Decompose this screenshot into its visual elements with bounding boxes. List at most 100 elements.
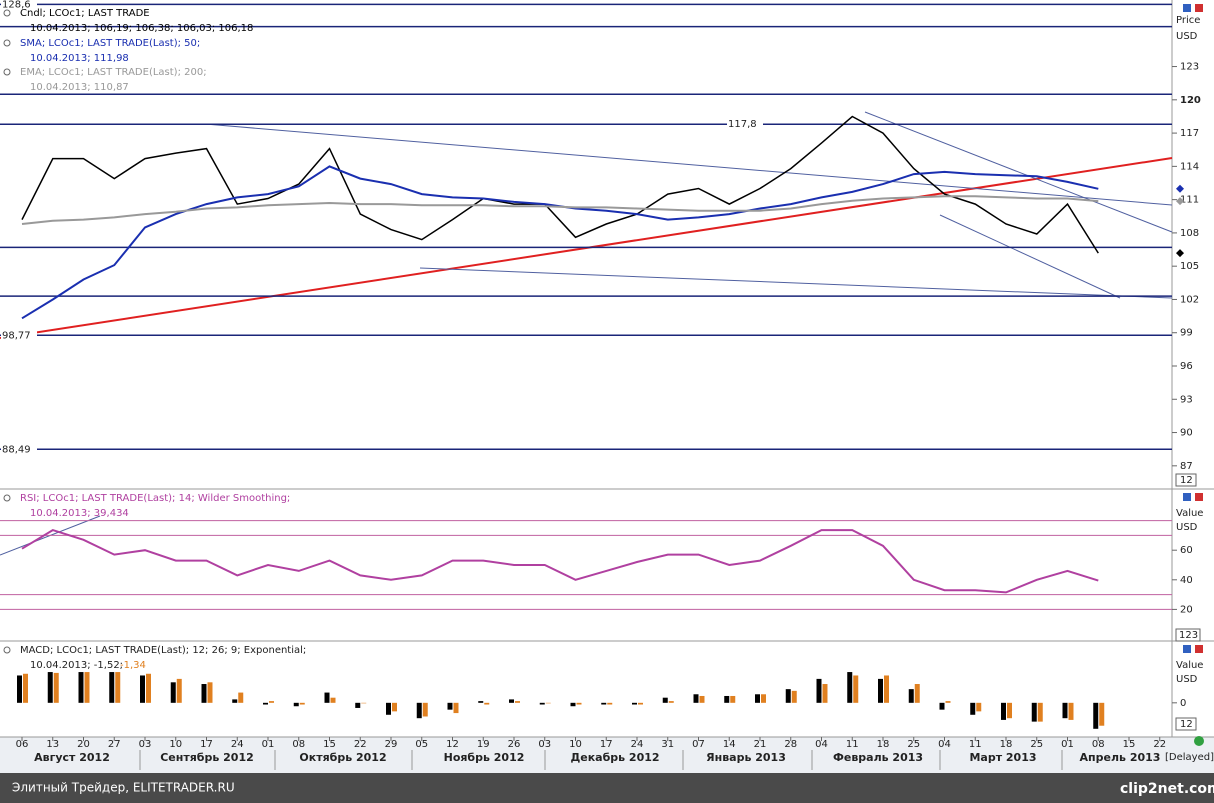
- axis-label: Value: [1176, 508, 1203, 519]
- y-tick-label: 40: [1180, 575, 1193, 586]
- bar: [791, 690, 797, 703]
- bar: [545, 702, 551, 704]
- bar: [53, 672, 59, 703]
- legend-name: RSI; LCOc1; LAST TRADE(Last); 14; Wilder…: [20, 493, 290, 504]
- bar: [416, 702, 422, 719]
- bar: [263, 702, 268, 705]
- x-tick-label: 17: [200, 739, 213, 750]
- x-tick-label: 25: [1030, 739, 1043, 750]
- trendline: [864, 111, 1173, 233]
- level-label-bg: [727, 118, 763, 130]
- bar: [515, 701, 520, 703]
- axis-unit: USD: [1176, 674, 1198, 685]
- x-tick-label: 03: [538, 739, 551, 750]
- month-label: Март 2013: [969, 751, 1036, 764]
- bar: [884, 675, 889, 703]
- x-tick-label: 19: [477, 739, 490, 750]
- bar: [84, 672, 90, 703]
- x-axis-band: [0, 737, 1214, 773]
- bar: [1062, 702, 1068, 719]
- bar: [115, 672, 121, 703]
- axis-box: [1175, 473, 1197, 487]
- x-tick-label: 08: [1092, 739, 1105, 750]
- bar: [238, 692, 244, 703]
- footer-bar: [0, 773, 1214, 803]
- panel-button[interactable]: [1195, 645, 1203, 653]
- bar: [822, 684, 828, 703]
- y-tick-label: 117: [1180, 128, 1199, 139]
- bar: [607, 702, 613, 705]
- axis-unit: USD: [1176, 31, 1198, 42]
- x-tick-label: 05: [415, 739, 428, 750]
- x-tick-label: 21: [754, 739, 767, 750]
- bar: [847, 672, 853, 703]
- y-tick-label: 105: [1180, 261, 1199, 272]
- axis-box-label: 12: [1180, 475, 1193, 486]
- x-tick-label: 11: [969, 739, 982, 750]
- level-label-bg: [1, 0, 37, 10]
- axis-box-label: 123: [1179, 630, 1198, 641]
- panel-button[interactable]: [1183, 645, 1191, 653]
- month-label: Сентябрь 2012: [160, 751, 254, 764]
- x-tick-label: 04: [938, 739, 951, 750]
- axis-box-label: 12: [1180, 719, 1193, 730]
- legend-name: MACD; LCOc1; LAST TRADE(Last); 12; 26; 9…: [20, 645, 306, 656]
- y-tick-label: 99: [1180, 328, 1193, 339]
- panel-button[interactable]: [1195, 493, 1203, 501]
- bar: [1099, 702, 1105, 726]
- x-tick-label: 28: [784, 739, 797, 750]
- bar: [140, 675, 145, 703]
- x-tick-label: 01: [262, 739, 275, 750]
- bar: [422, 702, 428, 717]
- bar: [176, 678, 182, 703]
- bar: [632, 702, 637, 705]
- x-tick-label: 08: [292, 739, 305, 750]
- bar: [638, 702, 643, 705]
- bar: [914, 684, 920, 703]
- bar: [146, 673, 151, 703]
- month-label: Август 2012: [34, 751, 110, 764]
- bar: [78, 672, 84, 703]
- y-tick-label: 108: [1180, 228, 1199, 239]
- bar: [447, 702, 453, 710]
- bar: [668, 701, 674, 703]
- x-tick-label: 01: [1061, 739, 1074, 750]
- bar: [693, 694, 699, 703]
- watermark: clip2net.com: [1120, 781, 1214, 797]
- y-tick-label: 120: [1180, 95, 1201, 106]
- x-tick-label: 13: [46, 739, 59, 750]
- bar: [662, 697, 668, 703]
- bar: [976, 702, 982, 712]
- bar: [570, 702, 576, 707]
- x-tick-label: 17: [600, 739, 613, 750]
- bar: [269, 701, 274, 703]
- x-tick-label: 06: [16, 739, 29, 750]
- bar: [755, 694, 760, 703]
- bar: [109, 672, 115, 703]
- x-tick-label: 24: [231, 739, 244, 750]
- month-label: Ноябрь 2012: [444, 751, 525, 764]
- x-tick-label: 25: [907, 739, 920, 750]
- bar: [299, 702, 305, 705]
- x-tick-label: 12: [446, 739, 459, 750]
- bar: [478, 701, 484, 703]
- bar: [761, 694, 766, 703]
- bar: [484, 702, 490, 705]
- axis-label: Value: [1176, 660, 1203, 671]
- x-tick-label: 18: [877, 739, 890, 750]
- trendline: [939, 214, 1121, 299]
- bar: [878, 678, 883, 703]
- panel-button[interactable]: [1195, 4, 1203, 12]
- panel-button[interactable]: [1183, 493, 1191, 501]
- legend-name: EMA; LCOc1; LAST TRADE(Last); 200;: [20, 67, 207, 78]
- x-tick-label: 07: [692, 739, 705, 750]
- bar: [730, 695, 736, 703]
- x-tick-label: 27: [108, 739, 121, 750]
- legend-icon: [3, 39, 11, 47]
- bar: [17, 675, 22, 703]
- x-tick-label: 15: [1123, 739, 1136, 750]
- panel-button[interactable]: [1183, 4, 1191, 12]
- bar: [576, 702, 582, 705]
